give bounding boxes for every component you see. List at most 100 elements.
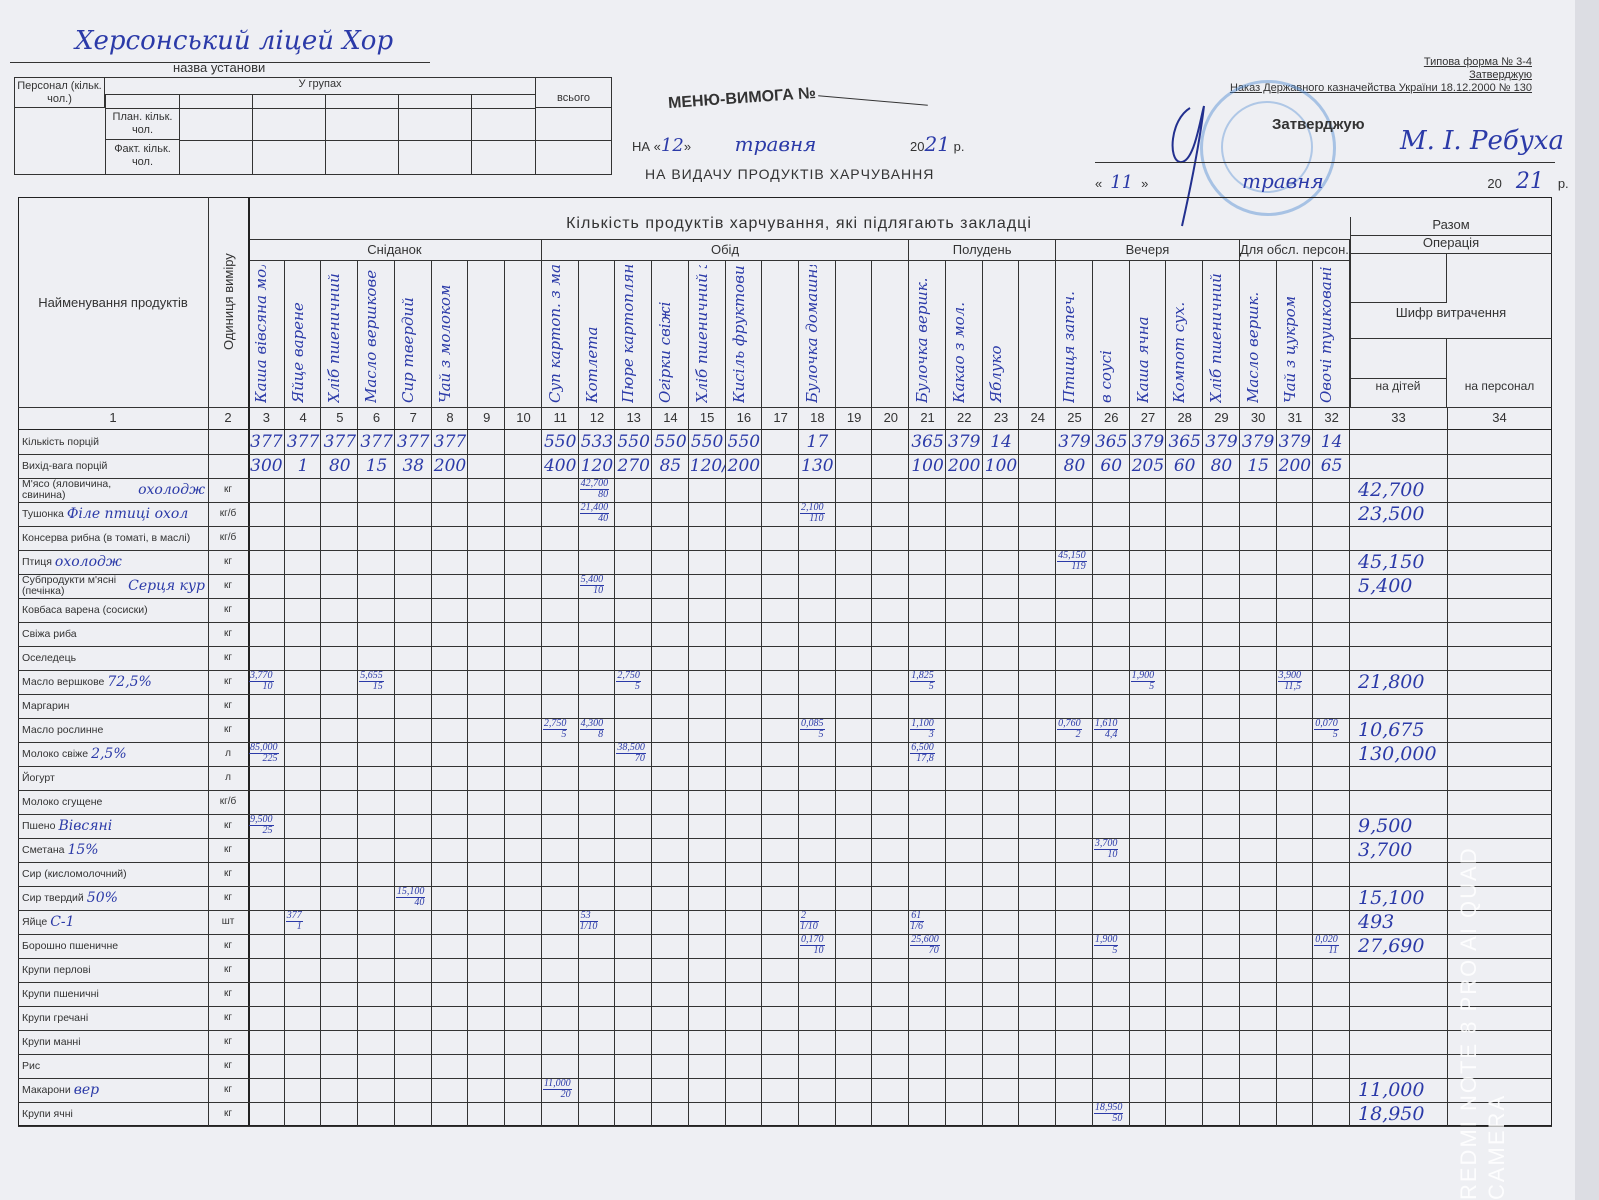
fraction-entry: 21,400 40 [579,503,610,524]
table-border [18,197,1552,1126]
row-label: Оселедець [22,646,205,670]
unit-value: кг [223,868,233,879]
fraction-entry: 11,000 20 [542,1079,572,1100]
cell-value: 100 [911,456,944,476]
unit-value: кг [223,604,233,615]
form-subtitle: НА ВИДАЧУ ПРОДУКТІВ ХАРЧУВАННЯ [645,166,935,182]
product-name: Консерва рибна (в томаті, в маслі) [22,531,191,544]
quantity-header: Кількість продуктів харчування, які підл… [248,209,1350,240]
norm: 1 [296,921,302,932]
column-number: 5 [336,410,344,425]
code-blank [1350,339,1447,379]
fraction-entry: 6,500 17,8 [910,743,935,764]
unit-value: кг [223,676,233,687]
fraction-entry: 2,100 110 [800,503,825,524]
quantity: 38,500 [616,742,646,754]
cell-value: 38 [402,456,425,476]
row-divider [18,766,1552,767]
norm: 110 [809,513,824,524]
fraction-entry: 0,020 11 [1314,935,1339,956]
unit-value: кг [223,1060,233,1071]
row-divider [18,598,1552,599]
quantity: 45,150 [1057,550,1087,562]
fraction-entry: 3,770 10 [249,671,274,692]
norm: 5 [928,681,934,692]
signature [1171,105,1205,227]
dish-column [1166,261,1204,1126]
product-name: Борошно пшеничне [22,939,119,952]
unit-value: шт [221,916,235,927]
row-divider [18,718,1552,719]
quantity: 61 [910,911,924,922]
fraction-entry: 15,100 40 [395,886,426,908]
fraction-entry: 2,750 5 [616,671,641,692]
cell-value: 379 [1205,432,1238,452]
dish-column [579,261,616,1126]
total-value: 42,700 [1358,479,1425,501]
norm: 70 [928,945,939,956]
row-divider [18,526,1552,527]
row-label: Яйце С-1 [22,910,205,934]
column-number: 32 [1324,410,1339,425]
product-name: Молоко сгущене [22,795,103,808]
product-row [18,862,1552,886]
dish-name: Яйце варене [288,302,307,403]
total-value: 3,700 [1358,839,1413,861]
row-label: Свіжа риба [22,622,205,646]
quantity: 5,400 [579,574,605,586]
row-divider [18,886,1552,887]
column-number: 34 [1492,410,1507,425]
fraction-entry: 5,400 10 [579,574,605,596]
row-label: Молоко сгущене [22,790,205,814]
product-row [18,526,1552,550]
dish-name: Яблуко [986,345,1005,403]
quantity: 3,770 [249,670,274,682]
row-label: Вихід-вага порцій [22,454,205,478]
quantity: 1,610 [1093,718,1119,730]
dish-name: Сир твердий [398,297,417,403]
cell-value: 379 [1058,432,1091,452]
row-label: Сир твердий 50% [22,886,205,910]
cell-value: 200 [433,456,467,476]
dish-column [946,261,983,1126]
cell-value: 550 [654,432,687,452]
product-row [18,574,1552,598]
row-label: Птиця охолодж [22,550,205,574]
norm: 10 [1107,849,1118,860]
cell-value: 120/100 [689,456,725,476]
norm: 10 [813,945,824,956]
norm: 15 [372,681,383,692]
cell-value: 200 [727,456,761,476]
product-name: Сметана [22,843,65,856]
product-row [18,1030,1552,1054]
norm: 3 [928,729,934,740]
dish-name: Кисіль фруктовий [729,265,748,403]
norm: 20 [560,1089,571,1100]
product-row [18,622,1552,646]
approver-name: М. І. Ребуха [1400,126,1564,156]
row-divider [18,454,1552,455]
product-row [18,550,1552,574]
row-divider [18,934,1552,935]
product-name: М'ясо (яловичина, свинина) [22,478,112,501]
quantity: 53 [579,911,599,922]
total-value: 45,150 [1358,551,1425,573]
product-name: Сир твердий [22,891,84,904]
column-number: 1 [109,410,117,425]
quantity: 1,900 [1130,670,1156,682]
cell-value: 365 [1094,432,1128,452]
unit-value: кг [223,628,233,639]
total-value: 11,000 [1358,1079,1425,1101]
column-number: 18 [810,410,825,425]
row-divider [18,502,1552,503]
cell-value: 60 [1100,456,1123,476]
product-row [18,982,1552,1006]
quantity: 15,100 [395,886,426,898]
product-note: охолодж [138,482,205,498]
dish-column [505,261,542,1126]
right-header-divider [1350,217,1351,407]
product-name: Масло рослинне [22,723,104,736]
row-label: Борошно пшеничне [22,934,205,958]
product-note: Вівсяні [58,818,113,834]
product-note: вер [73,1082,100,1098]
